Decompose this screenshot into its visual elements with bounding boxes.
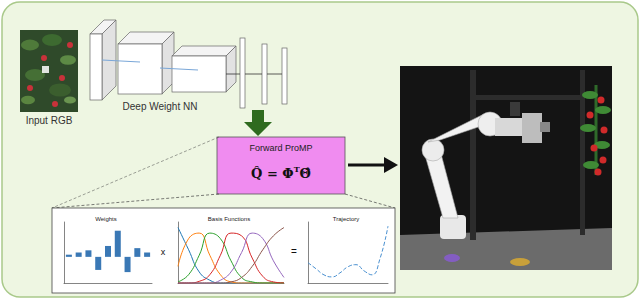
svg-text:Forward ProMP: Forward ProMP [249,143,312,153]
svg-text:Input RGB: Input RGB [26,115,73,126]
svg-text:Weights: Weights [95,216,117,222]
svg-text:Q̂ = ΦTΘ̂: Q̂ = ΦTΘ̂ [251,164,311,181]
svg-text:Trajectory: Trajectory [333,216,359,222]
svg-text:=: = [291,246,297,257]
svg-text:x: x [161,247,166,257]
svg-text:Basis Functions: Basis Functions [208,216,250,222]
svg-text:Deep Weight NN: Deep Weight NN [123,101,198,112]
